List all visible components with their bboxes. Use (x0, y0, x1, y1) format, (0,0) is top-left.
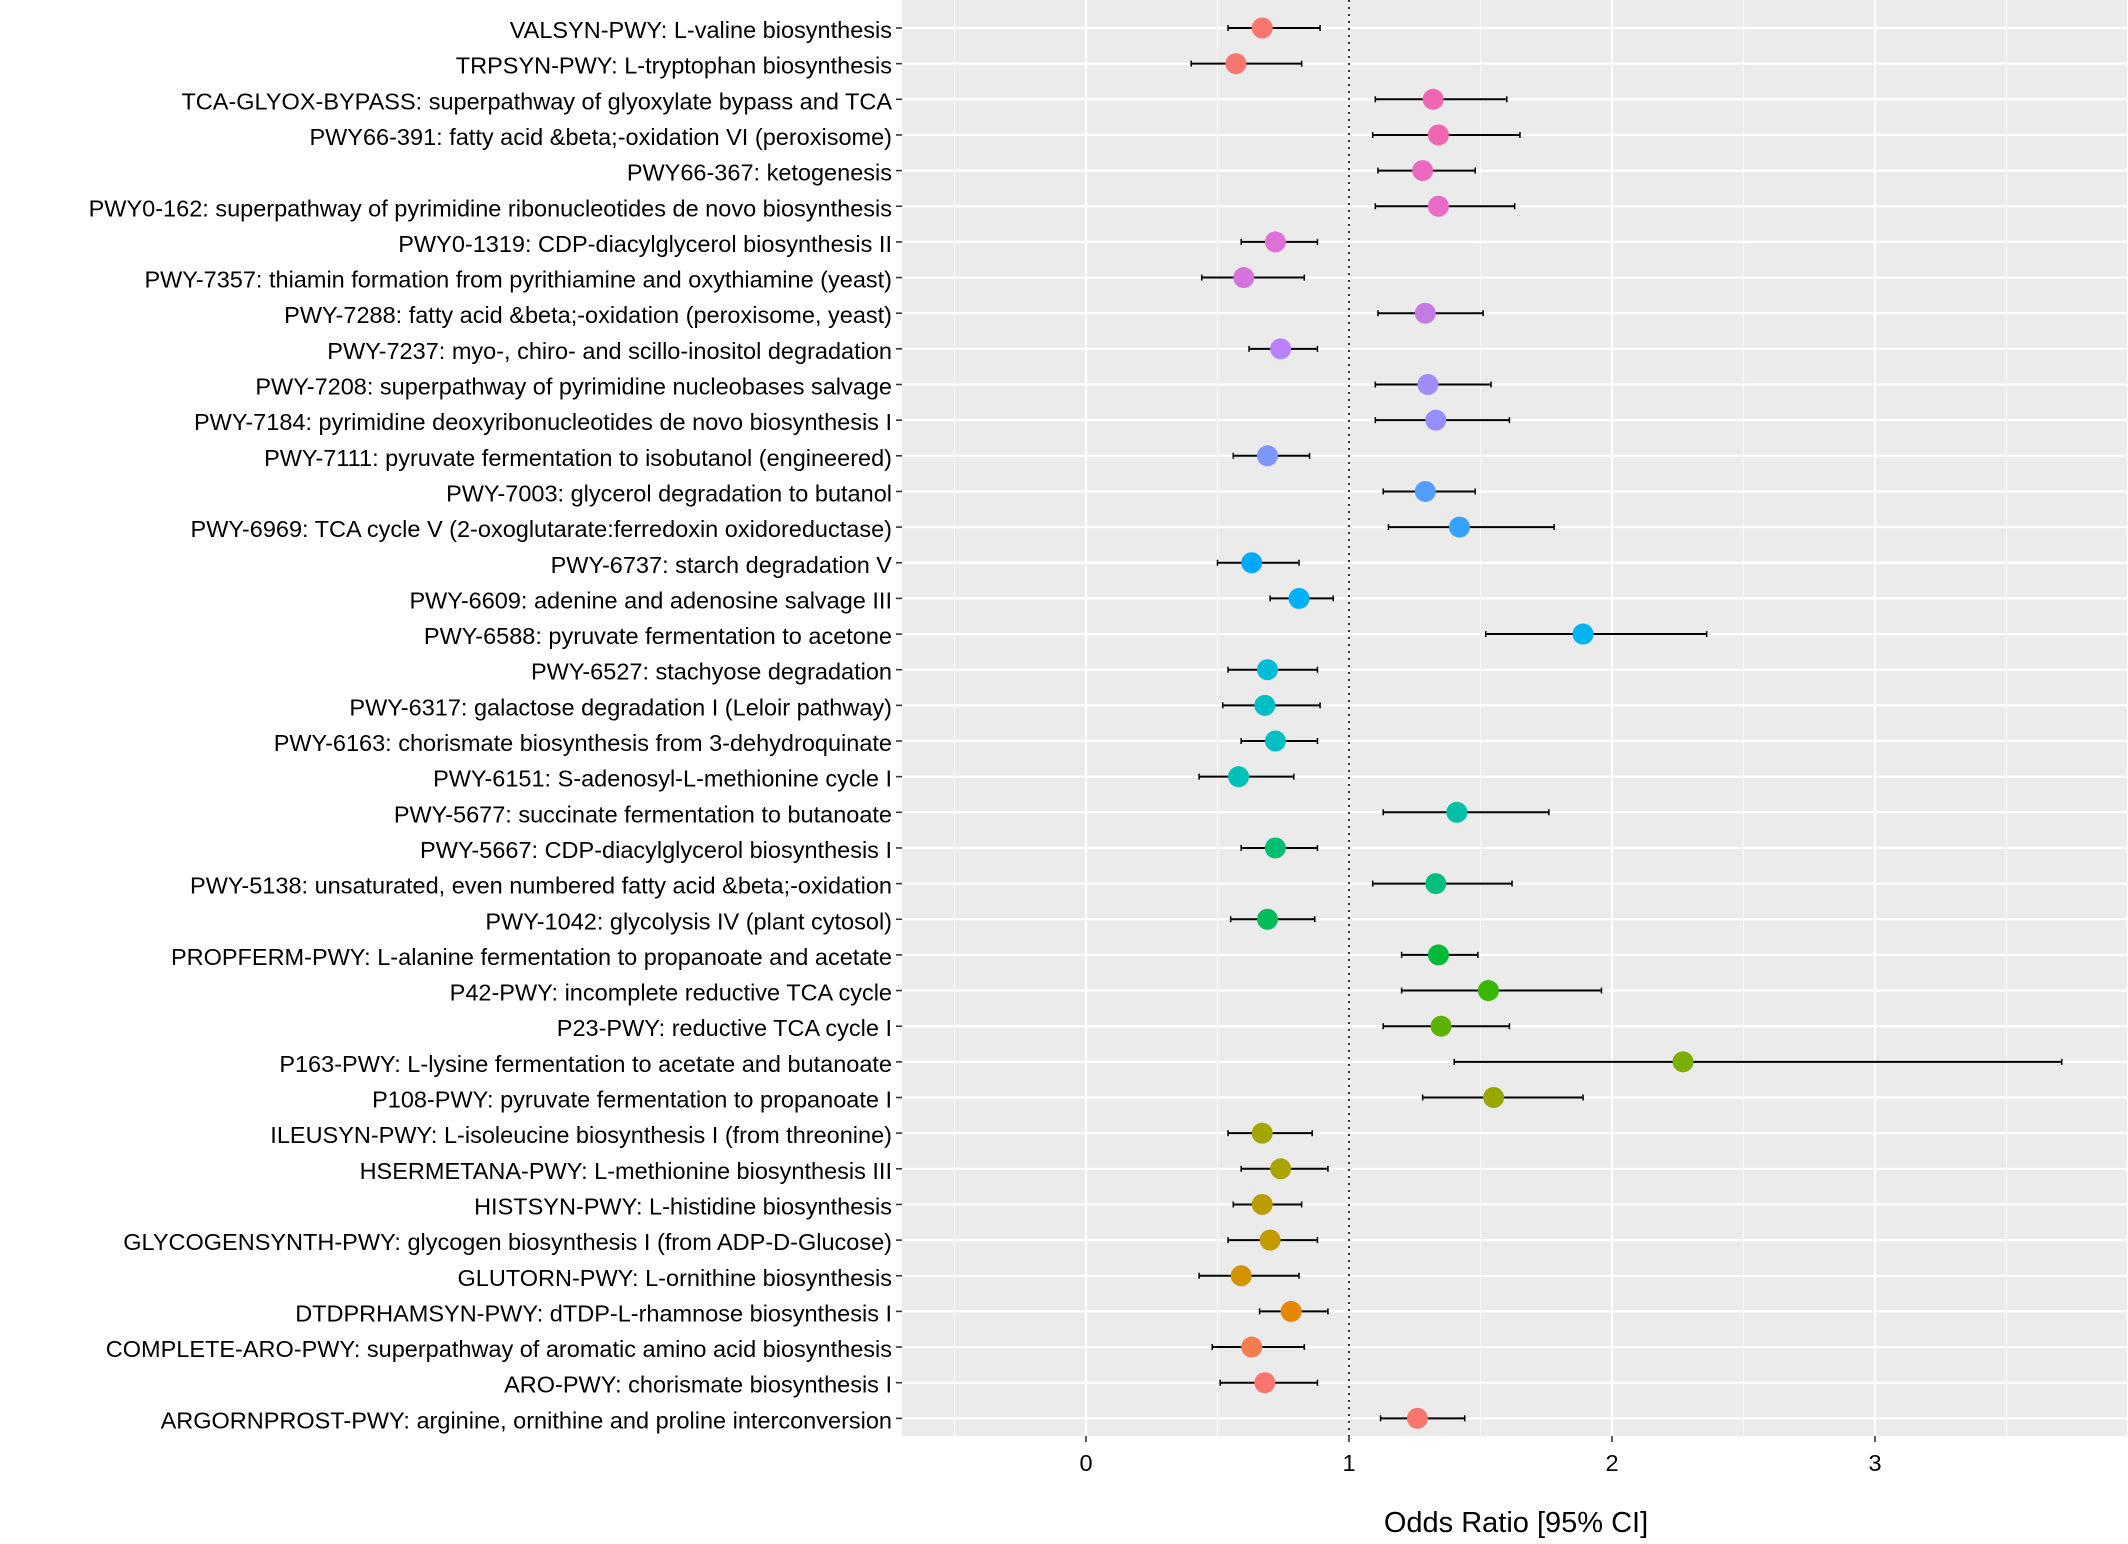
odds-ratio-point (1233, 267, 1255, 289)
odds-ratio-point (1254, 1372, 1276, 1394)
x-tick-label: 2 (1605, 1450, 1618, 1476)
pathway-label: PWY-7288: fatty acid &beta;-oxidation (p… (284, 302, 892, 328)
odds-ratio-point (1483, 1087, 1505, 1108)
pathway-label: PWY-5677: succinate fermentation to buta… (394, 801, 892, 827)
pathway-label: ARO-PWY: chorismate biosynthesis I (504, 1372, 892, 1398)
pathway-label: HISTSYN-PWY: L-histidine biosynthesis (474, 1193, 892, 1219)
odds-ratio-point (1425, 409, 1447, 431)
pathway-label: ARGORNPROST-PWY: arginine, ornithine and… (161, 1407, 892, 1433)
pathway-label: PWY-7003: glycerol degradation to butano… (446, 480, 892, 506)
odds-ratio-point (1422, 88, 1444, 110)
odds-ratio-point (1228, 766, 1250, 788)
odds-ratio-point (1425, 873, 1447, 895)
pathway-label: PWY-7184: pyrimidine deoxyribonucleotide… (194, 409, 892, 435)
pathway-label: VALSYN-PWY: L-valine biosynthesis (510, 17, 892, 43)
odds-ratio-point (1256, 659, 1278, 681)
odds-ratio-point (1280, 1300, 1302, 1322)
pathway-label: PWY-6737: starch degradation V (551, 552, 893, 578)
odds-ratio-point (1672, 1051, 1694, 1073)
pathway-label: GLYCOGENSYNTH-PWY: glycogen biosynthesis… (123, 1229, 892, 1255)
odds-ratio-point (1414, 480, 1436, 502)
odds-ratio-point (1427, 944, 1449, 966)
odds-ratio-point (1427, 124, 1449, 146)
pathway-label: DTDPRHAMSYN-PWY: dTDP-L-rhamnose biosynt… (295, 1300, 892, 1326)
x-tick-label: 0 (1079, 1450, 1092, 1476)
pathway-label: PWY-6609: adenine and adenosine salvage … (409, 587, 892, 613)
pathway-label: PWY-6151: S-adenosyl-L-methionine cycle … (433, 766, 892, 792)
x-tick-label: 1 (1342, 1450, 1355, 1476)
pathway-label: PWY-6527: stachyose degradation (531, 659, 892, 685)
odds-ratio-point (1264, 730, 1286, 752)
pathway-label: ILEUSYN-PWY: L-isoleucine biosynthesis I… (270, 1122, 892, 1148)
odds-ratio-point (1256, 908, 1278, 930)
odds-ratio-point (1417, 374, 1439, 395)
odds-ratio-point (1251, 17, 1273, 39)
pathway-label: PWY-6317: galactose degradation I (Leloi… (349, 694, 892, 720)
odds-ratio-point (1241, 552, 1263, 574)
pathway-label: PWY-1042: glycolysis IV (plant cytosol) (485, 908, 892, 934)
pathway-label: PWY-7111: pyruvate fermentation to isobu… (264, 445, 892, 471)
x-tick-label: 3 (1868, 1450, 1881, 1476)
odds-ratio-point (1572, 623, 1594, 645)
pathway-label: PWY-7237: myo-, chiro- and scillo-inosit… (327, 338, 892, 364)
pathway-label: P23-PWY: reductive TCA cycle I (557, 1015, 892, 1041)
odds-ratio-point (1288, 587, 1310, 609)
pathway-label: PWY-7208: superpathway of pyrimidine nuc… (255, 374, 892, 400)
pathway-label: PWY0-162: superpathway of pyrimidine rib… (89, 195, 892, 221)
pathway-label: PWY66-391: fatty acid &beta;-oxidation V… (309, 124, 892, 150)
odds-ratio-points (1225, 17, 1694, 1429)
odds-ratio-point (1430, 1015, 1452, 1037)
odds-ratio-point (1270, 1158, 1292, 1180)
odds-ratio-point (1270, 338, 1292, 360)
pathway-label: PWY-6969: TCA cycle V (2-oxoglutarate:fe… (191, 516, 892, 542)
odds-ratio-point (1254, 694, 1276, 716)
odds-ratio-point (1264, 837, 1286, 859)
pathway-label: PWY0-1319: CDP-diacylglycerol biosynthes… (398, 231, 892, 257)
x-axis-ticks (1085, 1436, 1876, 1442)
pathway-label: P108-PWY: pyruvate fermentation to propa… (372, 1087, 892, 1113)
odds-ratio-point (1230, 1265, 1252, 1287)
odds-ratio-point (1412, 160, 1434, 182)
minor-gridlines (953, 0, 2008, 1436)
pathway-label: P42-PWY: incomplete reductive TCA cycle (450, 980, 892, 1006)
pathway-label: TCA-GLYOX-BYPASS: superpathway of glyoxy… (181, 88, 892, 114)
odds-ratio-point (1406, 1407, 1428, 1429)
odds-ratio-point (1427, 195, 1449, 217)
pathway-labels: VALSYN-PWY: L-valine biosynthesis TRPSYN-… (89, 17, 893, 1433)
x-axis-title: Odds Ratio [95% CI] (1384, 1507, 1648, 1539)
odds-ratio-point (1241, 1336, 1263, 1358)
y-axis-ticks (896, 27, 902, 1420)
panel-background (902, 0, 2127, 1436)
odds-ratio-point (1256, 445, 1278, 467)
pathway-label: PWY-5138: unsaturated, even numbered fat… (190, 873, 892, 899)
major-gridlines (902, 0, 2127, 1436)
odds-ratio-point (1264, 231, 1286, 253)
odds-ratio-point (1446, 801, 1468, 823)
pathway-label: GLUTORN-PWY: L-ornithine biosynthesis (458, 1265, 892, 1291)
odds-ratio-point (1259, 1229, 1281, 1251)
odds-ratio-point (1251, 1193, 1273, 1215)
odds-ratio-point (1448, 516, 1470, 538)
pathway-label: P163-PWY: L-lysine fermentation to aceta… (279, 1051, 892, 1077)
pathway-label: PWY-6163: chorismate biosynthesis from 3… (274, 730, 892, 756)
pathway-label: COMPLETE-ARO-PWY: superpathway of aromat… (106, 1336, 892, 1362)
pathway-label: PWY-6588: pyruvate fermentation to aceto… (424, 623, 892, 649)
pathway-label: PROPFERM-PWY: L-alanine fermentation to … (171, 944, 892, 970)
pathway-label: PWY66-367: ketogenesis (627, 160, 892, 186)
pathway-label: PWY-7357: thiamin formation from pyrithi… (144, 267, 892, 293)
x-axis-tick-labels: 0 1 2 3 (1079, 1450, 1881, 1476)
odds-ratio-point (1225, 53, 1247, 75)
pathway-label: TRPSYN-PWY: L-tryptophan biosynthesis (456, 53, 892, 79)
pathway-label: PWY-5667: CDP-diacylglycerol biosynthesi… (420, 837, 892, 863)
odds-ratio-point (1251, 1122, 1273, 1144)
pathway-label: HSERMETANA-PWY: L-methionine biosynthesi… (360, 1158, 892, 1184)
odds-ratio-point (1477, 980, 1499, 1002)
odds-ratio-point (1414, 302, 1436, 324)
